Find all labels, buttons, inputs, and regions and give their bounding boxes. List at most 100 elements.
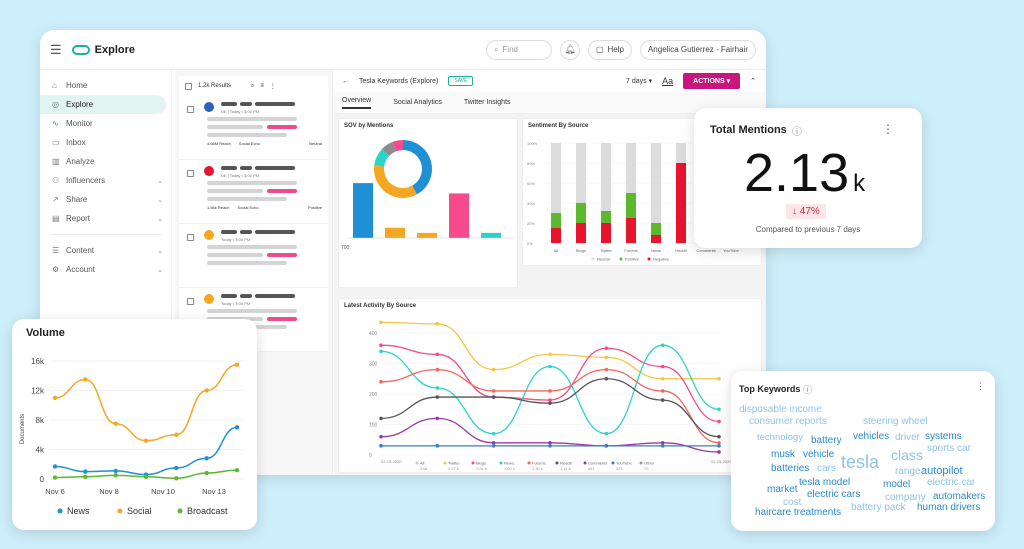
svg-text:1.30 k: 1.30 k <box>532 466 543 471</box>
keyword[interactable]: class <box>891 447 923 463</box>
item-meta: DE | Today • 3:00 PM <box>221 173 259 178</box>
volume-card: Volume 0 4k 8k 12k 16k Documents Nov 6 Nov 8 Nov… <box>12 319 257 530</box>
sidebar-item-label: Account <box>66 265 95 274</box>
keyword[interactable]: cars <box>817 463 836 474</box>
more-icon[interactable]: ⋮ <box>269 83 276 90</box>
svg-text:1.60 k: 1.60 k <box>504 466 515 471</box>
text-size-button[interactable]: Aa <box>662 76 674 86</box>
menu-icon[interactable]: ☰ <box>50 41 62 57</box>
keyword[interactable]: sports car <box>927 443 971 454</box>
total-mentions-card: Total Mentions ⓘ ⋮ 2.13 k ↓ 47% Compared… <box>694 108 922 248</box>
sentiment-bar <box>576 203 586 223</box>
keyword[interactable]: model <box>883 479 911 490</box>
sidebar-item-monitor[interactable]: ∿ Monitor <box>40 114 171 133</box>
svg-text:02-25-2020: 02-25-2020 <box>711 459 732 464</box>
avatar <box>204 230 214 240</box>
sidebar-item-share[interactable]: ↗ Share ⌄ <box>40 190 171 209</box>
list-item[interactable]: DE | Today • 3:00 PM 1.56k Reach Social E… <box>179 160 328 224</box>
keyword[interactable]: technology <box>757 432 803 443</box>
sentiment-category-label: News <box>651 248 661 253</box>
sort-icon[interactable]: ≡ <box>260 83 264 89</box>
more-icon[interactable]: ⋮ <box>976 381 985 391</box>
sidebar-item-label: Report <box>66 214 91 223</box>
search-input[interactable]: ⌕ Find <box>485 39 552 60</box>
svg-text:02-19-2020: 02-19-2020 <box>381 459 402 464</box>
keyword[interactable]: musk <box>771 449 795 460</box>
volume-x-tick: Nov 6 <box>45 487 65 496</box>
chevron-down-icon: ⌄ <box>157 247 163 255</box>
keyword[interactable]: vehicle <box>803 449 835 460</box>
back-arrow-icon[interactable]: ← <box>342 77 349 85</box>
info-icon[interactable]: ⓘ <box>803 385 813 395</box>
tab-twitter-insights[interactable]: Twitter Insights <box>463 99 511 106</box>
report-icon: ▤ <box>52 214 60 223</box>
user-name: Angelica Gutierrez - Fairhair <box>647 45 748 54</box>
user-menu[interactable]: Angelica Gutierrez - Fairhair <box>639 39 756 60</box>
help-button[interactable]: ▢ Help <box>587 39 632 60</box>
sidebar-item-report[interactable]: ▤ Report ⌄ <box>40 209 171 228</box>
save-button[interactable]: SAVE <box>448 76 474 86</box>
keyword[interactable]: vehicles <box>853 431 890 442</box>
search-icon[interactable]: ⌕ <box>251 82 255 89</box>
date-range-select[interactable]: 7 days ▾ <box>626 78 653 85</box>
list-item[interactable]: Today • 3:00 PM <box>179 224 328 288</box>
collapse-icon[interactable]: ⌃ <box>750 78 756 85</box>
actions-button[interactable]: ACTIONS ▾ <box>683 73 741 89</box>
keyword[interactable]: tesla <box>841 452 880 472</box>
sidebar-item-inbox[interactable]: ▭ Inbox <box>40 133 171 152</box>
sentiment-bar <box>576 143 586 203</box>
item-checkbox[interactable] <box>187 170 194 177</box>
keyword[interactable]: human drivers <box>917 502 981 513</box>
item-checkbox[interactable] <box>187 234 194 241</box>
sidebar-item-account[interactable]: ⚙ Account ⌄ <box>40 260 171 279</box>
keyword[interactable]: automakers <box>933 491 986 502</box>
keyword[interactable]: cost <box>783 497 802 508</box>
item-checkbox[interactable] <box>187 106 194 113</box>
sidebar-item-home[interactable]: ⌂ Home <box>40 76 171 95</box>
svg-text:All: All <box>420 461 425 466</box>
keyword[interactable]: autopilot <box>921 465 963 477</box>
tab-bar: Overview Social Analytics Twitter Insigh… <box>334 92 766 114</box>
svg-text:80%: 80% <box>527 161 535 166</box>
keyword[interactable]: range <box>895 466 921 477</box>
sov-donut-slice <box>402 140 432 195</box>
keyword[interactable]: market <box>767 484 798 495</box>
list-item[interactable]: DE | Today • 3:00 PM 4.66M Reach Social E… <box>179 96 328 160</box>
notifications-bell-icon[interactable]: 🔔︎ <box>559 39 580 60</box>
keyword[interactable]: battery <box>811 435 842 446</box>
keyword[interactable]: batteries <box>771 463 810 474</box>
search-name: Tesla Keywords (Explore) <box>359 77 439 85</box>
keyword[interactable]: electric cars <box>807 489 861 500</box>
item-meta: DE | Today • 3:00 PM <box>221 109 259 114</box>
keyword[interactable]: tesla model <box>799 477 851 488</box>
sentiment-category-label: YouTube <box>723 248 739 253</box>
volume-x-tick: Nov 8 <box>99 487 119 496</box>
keyword[interactable]: consumer reports <box>749 416 827 427</box>
volume-legend-label: Social <box>127 506 152 516</box>
keyword[interactable]: electric car <box>927 477 976 488</box>
tab-overview[interactable]: Overview <box>342 97 372 109</box>
keyword[interactable]: company <box>885 492 926 503</box>
keyword[interactable]: haircare treatments <box>755 507 842 518</box>
keyword[interactable]: disposable income <box>739 404 822 415</box>
sidebar-item-content[interactable]: ☰ Content ⌄ <box>40 241 171 260</box>
total-mentions-value: 2.13 <box>744 143 850 203</box>
keyword[interactable]: driver <box>895 432 921 443</box>
volume-x-tick: Nov 13 <box>202 487 226 496</box>
item-checkbox[interactable] <box>187 298 194 305</box>
more-icon[interactable]: ⋮ <box>882 122 894 136</box>
change-badge: ↓ 47% <box>786 204 826 219</box>
volume-y-tick: 12k <box>31 387 45 396</box>
keyword[interactable]: systems <box>925 431 962 442</box>
svg-text:79: 79 <box>644 466 649 471</box>
sov-donut-slice <box>381 142 397 157</box>
select-all-checkbox[interactable] <box>185 82 192 90</box>
sidebar-item-analyze[interactable]: ▥ Analyze <box>40 152 171 171</box>
sidebar-item-explore[interactable]: ◎ Explore <box>40 95 166 114</box>
sentiment-category-label: Twitter <box>600 248 612 253</box>
keyword[interactable]: battery pack <box>851 502 906 513</box>
keyword[interactable]: steering wheel <box>863 416 928 427</box>
info-icon[interactable]: ⓘ <box>792 127 802 138</box>
sidebar-item-influencers[interactable]: ⚇ Influencers ⌄ <box>40 171 171 190</box>
tab-social-analytics[interactable]: Social Analytics <box>393 99 442 106</box>
